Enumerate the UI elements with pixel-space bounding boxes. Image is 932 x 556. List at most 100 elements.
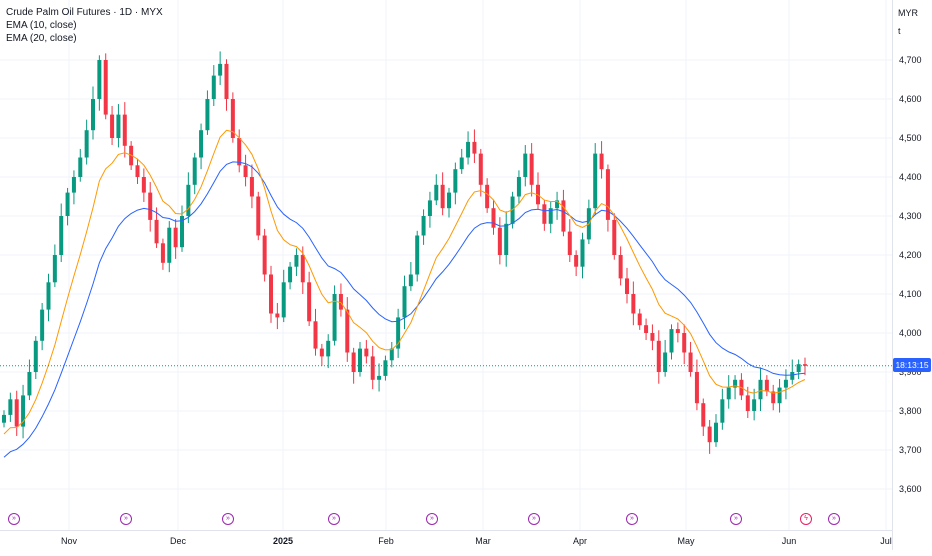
x-tick-label: Dec: [170, 536, 187, 546]
candle-body: [491, 208, 496, 228]
candle-body: [8, 399, 13, 415]
candle-body: [275, 313, 280, 318]
candle-body: [135, 165, 140, 177]
candle-body: [256, 196, 261, 236]
candle-body: [548, 208, 553, 224]
x-tick-label: Jun: [782, 536, 797, 546]
countdown-badge: 18:13:15: [893, 358, 931, 372]
candle-body: [796, 364, 801, 372]
candle-body: [122, 114, 127, 146]
candle-body: [682, 333, 687, 353]
event-icon[interactable]: »: [8, 513, 20, 525]
event-icon[interactable]: »: [528, 513, 540, 525]
candle-body: [281, 282, 286, 318]
price-axis[interactable]: 3,600 3,700 3,800 3,900 4,000 4,100 4,200 4,300…: [892, 0, 932, 550]
candle-body: [71, 177, 76, 193]
currency-label[interactable]: MYR: [898, 8, 918, 18]
candle-body: [91, 99, 95, 131]
candle-body: [745, 395, 750, 411]
x-tick-label: 2025: [273, 536, 293, 546]
candle-body: [421, 216, 426, 236]
event-icon[interactable]: »: [120, 513, 132, 525]
candle-body: [237, 138, 242, 166]
candle-body: [561, 200, 566, 232]
event-icon[interactable]: »: [426, 513, 438, 525]
candle-body: [408, 274, 413, 287]
candle-body: [97, 60, 102, 99]
candle-body: [440, 184, 445, 209]
candle-body: [377, 375, 382, 380]
candle-body: [383, 360, 388, 376]
candle-body: [33, 340, 38, 372]
candle-body: [612, 219, 617, 255]
candle-body: [790, 372, 795, 380]
time-axis[interactable]: Nov Dec 2025 Feb Mar Apr May Jun Jul: [0, 530, 892, 551]
candle-body: [199, 130, 204, 158]
y-tick-label: 3,700: [899, 445, 922, 455]
candle-body: [574, 255, 579, 267]
candle-body: [52, 255, 57, 283]
y-tick-label: 4,200: [899, 250, 922, 260]
candle-body: [459, 157, 464, 170]
event-icon[interactable]: »: [222, 513, 234, 525]
candle-body: [701, 403, 706, 427]
candle-body: [148, 192, 153, 220]
candle-body: [205, 99, 210, 131]
candle-body: [516, 177, 521, 197]
x-tick-label: Jul: [880, 536, 892, 546]
candle-body: [497, 227, 502, 255]
candle-body: [567, 231, 572, 255]
candlestick-chart[interactable]: [0, 0, 892, 530]
candle-body: [478, 153, 483, 185]
y-tick-label: 3,900: [899, 367, 922, 377]
candle-body: [313, 321, 318, 349]
candle-body: [389, 348, 394, 361]
event-icon[interactable]: »: [626, 513, 638, 525]
x-tick-label: Mar: [475, 536, 491, 546]
candle-body: [771, 391, 776, 404]
candle-body: [364, 348, 369, 357]
candles: [2, 51, 807, 454]
candle-body: [542, 204, 547, 224]
candle-body: [605, 169, 610, 220]
ema20-line: [3, 161, 806, 458]
candle-body: [783, 379, 788, 388]
candle-body: [714, 422, 718, 443]
ema10-line: [3, 129, 806, 435]
candle-body: [218, 63, 223, 76]
event-icon[interactable]: ϟ: [800, 513, 812, 525]
event-icon[interactable]: »: [328, 513, 340, 525]
x-tick-label: Feb: [378, 536, 394, 546]
candle-body: [675, 329, 680, 333]
candle-body: [752, 399, 757, 411]
candle-body: [777, 387, 782, 404]
legend-ema10[interactable]: EMA (10, close): [6, 20, 77, 31]
event-icon[interactable]: »: [730, 513, 742, 525]
candle-body: [338, 294, 343, 310]
candle-body: [269, 274, 273, 314]
candle-body: [2, 414, 6, 423]
candle-body: [415, 235, 420, 275]
candle-body: [694, 372, 699, 404]
candle-body: [803, 364, 807, 366]
candle-body: [230, 99, 235, 138]
candle-body: [529, 153, 534, 185]
candle-body: [593, 153, 598, 209]
candle-body: [46, 282, 51, 310]
y-tick-label: 4,000: [899, 328, 922, 338]
candle-body: [688, 352, 693, 372]
candle-body: [326, 340, 331, 357]
event-icon[interactable]: »: [828, 513, 840, 525]
candle-body: [288, 266, 293, 283]
candle-body: [243, 165, 248, 177]
candle-body: [103, 60, 108, 115]
candle-body: [294, 255, 299, 267]
legend-ema20[interactable]: EMA (20, close): [6, 33, 77, 44]
candle-body: [65, 192, 70, 216]
candle-body: [180, 216, 184, 248]
candle-body: [707, 426, 712, 443]
x-tick-label: May: [677, 536, 695, 546]
candle-body: [720, 399, 725, 423]
x-tick-label: Apr: [573, 536, 587, 546]
unit-label[interactable]: t: [898, 26, 901, 36]
